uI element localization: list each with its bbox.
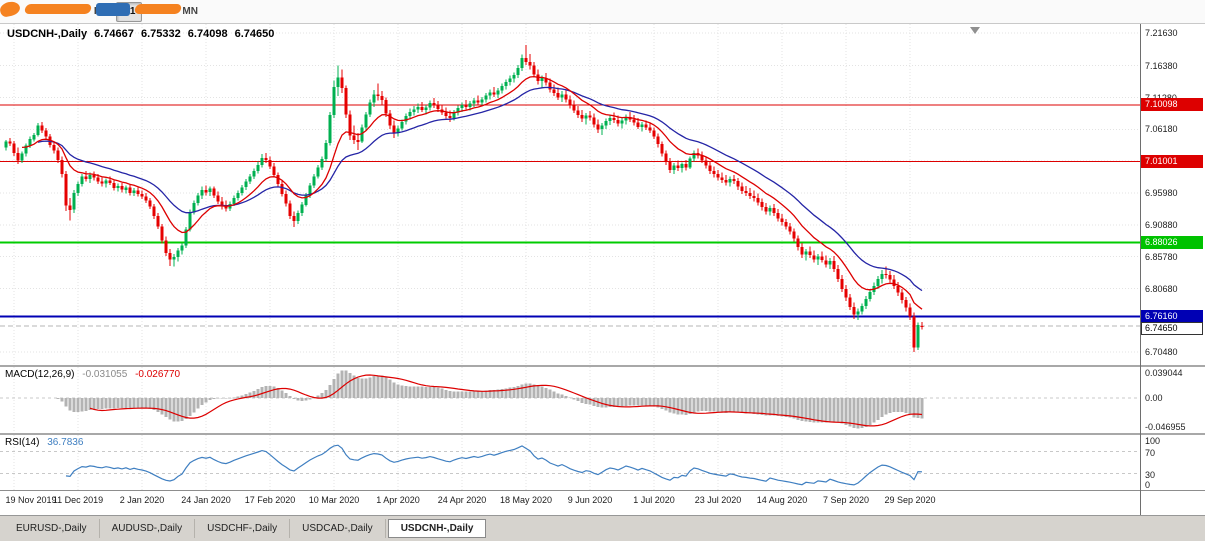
date-label: 7 Sep 2020 xyxy=(822,495,870,505)
rsi-pane[interactable] xyxy=(0,435,1140,490)
rsi-axis-0: 0 xyxy=(1145,480,1151,490)
level-price-box: 6.76160 xyxy=(1141,310,1203,324)
macd-chart[interactable] xyxy=(0,367,1140,433)
price-tick: 7.21630 xyxy=(1145,28,1178,38)
chart-tab-usdcnh[interactable]: USDCNH-,Daily xyxy=(387,519,487,538)
price-tick: 6.85780 xyxy=(1145,251,1178,262)
date-label: 24 Apr 2020 xyxy=(437,495,487,505)
ohlc-high: 6.75332 xyxy=(140,28,181,40)
macd-axis-max: 0.039044 xyxy=(1145,368,1183,378)
chart-tab-usdchf[interactable]: USDCHF-,Daily xyxy=(195,519,291,538)
broker-logo-icon xyxy=(0,0,22,18)
macd-pane[interactable] xyxy=(0,367,1140,433)
chart-tab-usdcad[interactable]: USDCAD-,Daily xyxy=(290,519,386,538)
ohlc-low: 6.74098 xyxy=(187,28,228,40)
broker-logo-script xyxy=(23,4,93,14)
rsi-value: 36.7836 xyxy=(47,437,84,448)
broker-logo-block xyxy=(96,2,130,16)
level-price-box: 6.88026 xyxy=(1141,236,1203,250)
rsi-label: RSI(14) 36.7836 xyxy=(5,437,83,448)
price-tick: 6.95980 xyxy=(1145,188,1178,198)
price-axis[interactable]: 7.216307.163807.112807.061807.010806.959… xyxy=(1141,0,1205,541)
timeframe-toolbar: 5M30H1H4D1W1MN xyxy=(0,0,1205,24)
macd-signal-value: -0.026770 xyxy=(135,369,181,380)
date-label: 18 May 2020 xyxy=(499,495,553,505)
date-label: 29 Sep 2020 xyxy=(884,495,936,505)
price-axis-border xyxy=(1140,24,1141,515)
date-label: 2 Jan 2020 xyxy=(119,495,165,505)
price-tick: 7.11280 xyxy=(1145,93,1177,103)
price-tick: 7.06180 xyxy=(1145,124,1178,135)
rsi-axis-30: 30 xyxy=(1145,469,1156,480)
ohlc-open: 6.74667 xyxy=(94,28,134,40)
rsi-axis-100: 100 xyxy=(1145,436,1161,446)
price-chart-pane[interactable] xyxy=(0,24,1140,365)
level-price-box: 7.01001 xyxy=(1141,155,1203,169)
macd-axis-zero: 0.00 xyxy=(1145,393,1163,403)
price-tick: 6.70480 xyxy=(1145,347,1178,358)
chart-tab-eurusd[interactable]: EURUSD-,Daily xyxy=(4,519,100,538)
current-price-box: 6.74650 xyxy=(1141,321,1203,335)
date-label: 14 Aug 2020 xyxy=(756,495,808,505)
date-label: 17 Feb 2020 xyxy=(244,495,296,505)
price-tick: 6.90880 xyxy=(1145,219,1178,230)
axis-separator xyxy=(0,490,1205,491)
level-price-box: 7.10098 xyxy=(1141,98,1203,112)
rsi-chart[interactable] xyxy=(0,435,1140,490)
date-label: 1 Jul 2020 xyxy=(633,495,675,505)
macd-name: MACD(12,26,9) xyxy=(5,369,75,380)
candlestick-chart[interactable] xyxy=(0,24,1140,365)
date-label: 23 Jul 2020 xyxy=(694,495,742,505)
ohlc-close: 6.74650 xyxy=(234,28,275,40)
date-label: 9 Jun 2020 xyxy=(567,495,613,505)
pane-separator[interactable] xyxy=(0,433,1205,435)
rsi-axis-70: 70 xyxy=(1145,447,1156,458)
date-label: 1 Apr 2020 xyxy=(376,495,420,505)
date-label: 19 Nov 2019 xyxy=(5,495,57,505)
chart-title: USDCNH-,Daily 6.74667 6.75332 6.74098 6.… xyxy=(7,28,278,40)
price-tick: 7.16380 xyxy=(1145,60,1178,71)
chart-tab-audusd[interactable]: AUDUSD-,Daily xyxy=(100,519,196,538)
broker-logo-script2 xyxy=(133,4,183,14)
date-label: 24 Jan 2020 xyxy=(181,495,231,505)
date-label: 11 Dec 2019 xyxy=(52,495,104,505)
pane-separator[interactable] xyxy=(0,365,1205,367)
timeframe-button-mn[interactable]: MN xyxy=(182,5,198,17)
macd-label: MACD(12,26,9) -0.031055 -0.026770 xyxy=(5,369,180,380)
broker-logo xyxy=(0,0,183,18)
price-tick: 6.80680 xyxy=(1145,283,1178,294)
rsi-name: RSI(14) xyxy=(5,437,40,448)
chart-tabs-bar: EURUSD-,Daily AUDUSD-,Daily USDCHF-,Daily U… xyxy=(0,515,1205,541)
date-label: 10 Mar 2020 xyxy=(308,495,360,505)
macd-axis-min: -0.046955 xyxy=(1145,422,1186,432)
chart-symbol-period: USDCNH-,Daily xyxy=(7,28,88,40)
macd-main-value: -0.031055 xyxy=(82,369,128,380)
